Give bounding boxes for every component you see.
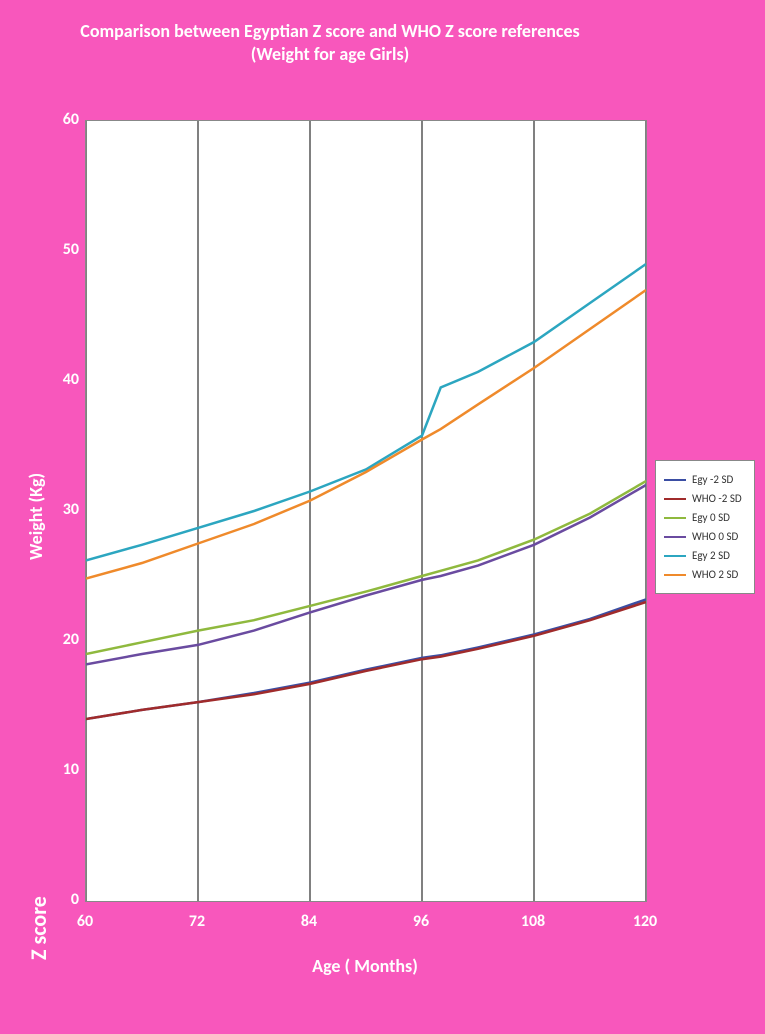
series-line — [86, 602, 646, 719]
legend-swatch — [664, 555, 686, 557]
x-tick-label: 84 — [289, 912, 329, 931]
legend: Egy -2 SD WHO -2 SD Egy 0 SD WHO 0 SD Egy 2 … — [655, 460, 755, 594]
legend-swatch — [664, 479, 686, 481]
chart-container: Comparison between Egyptian Z score and … — [0, 0, 765, 1034]
x-tick-label: 120 — [625, 912, 665, 931]
y-tick-label: 50 — [43, 240, 79, 259]
legend-item: Egy -2 SD — [664, 473, 746, 486]
y-tick-label: 10 — [43, 760, 79, 779]
x-tick-label: 96 — [401, 912, 441, 931]
y-tick-label: 20 — [43, 630, 79, 649]
legend-label: Egy 2 SD — [692, 549, 730, 562]
legend-label: WHO -2 SD — [692, 492, 742, 505]
legend-item: Egy 2 SD — [664, 549, 746, 562]
y-tick-label: 60 — [43, 110, 79, 129]
y-tick-label: 30 — [43, 500, 79, 519]
series-line — [86, 264, 646, 560]
legend-swatch — [664, 574, 686, 576]
legend-label: Egy -2 SD — [692, 473, 733, 486]
legend-swatch — [664, 517, 686, 519]
series-line — [86, 599, 646, 719]
plot-area — [85, 120, 647, 902]
chart-svg — [86, 121, 646, 901]
y-tick-label: 40 — [43, 370, 79, 389]
x-tick-label: 72 — [177, 912, 217, 931]
y-tick-label: 0 — [43, 890, 79, 909]
legend-label: Egy 0 SD — [692, 511, 730, 524]
legend-item: WHO -2 SD — [664, 492, 746, 505]
legend-item: Egy 0 SD — [664, 511, 746, 524]
chart-title: Comparison between Egyptian Z score and … — [0, 20, 660, 67]
legend-label: WHO 0 SD — [692, 530, 738, 543]
chart-title-line1: Comparison between Egyptian Z score and … — [80, 20, 579, 42]
x-tick-label: 60 — [65, 912, 105, 931]
legend-swatch — [664, 536, 686, 538]
x-tick-label: 108 — [513, 912, 553, 931]
legend-label: WHO 2 SD — [692, 568, 738, 581]
legend-item: WHO 0 SD — [664, 530, 746, 543]
chart-title-line2: (Weight for age Girls) — [251, 43, 410, 65]
x-axis-label: Age ( Months) — [85, 955, 645, 977]
legend-item: WHO 2 SD — [664, 568, 746, 581]
legend-swatch — [664, 498, 686, 500]
